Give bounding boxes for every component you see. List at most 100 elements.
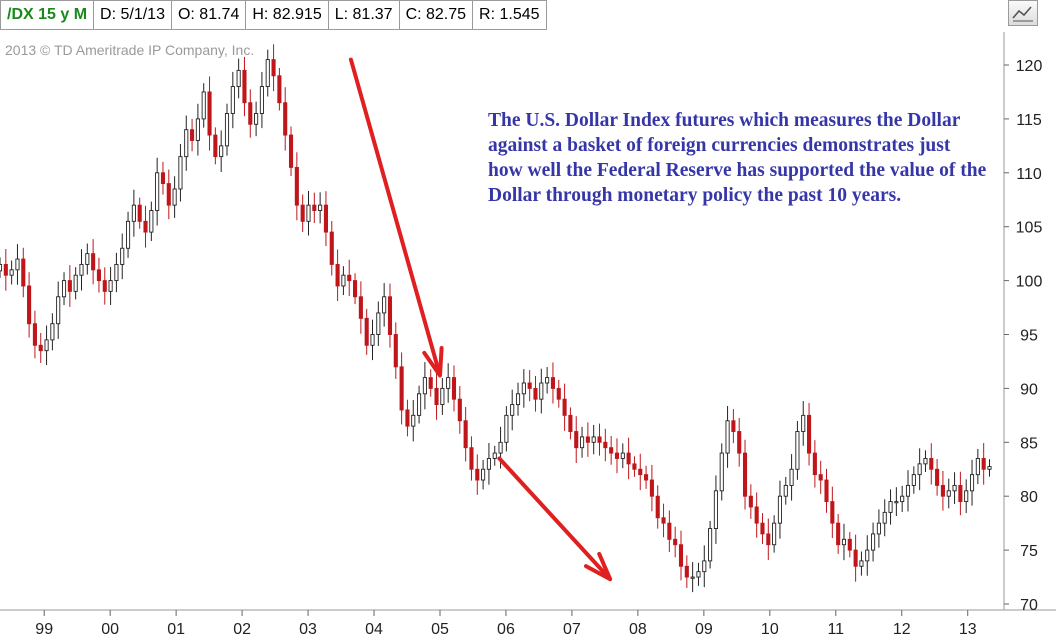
candle-body-up: [236, 69, 241, 88]
candle-body-down: [143, 220, 148, 233]
candle-body-up: [265, 59, 270, 88]
candle: [399, 352, 404, 425]
candle: [254, 101, 259, 137]
candle: [353, 273, 358, 305]
candle: [597, 423, 602, 456]
arrow-shaft: [348, 57, 441, 374]
candle-body-down: [96, 269, 101, 282]
candle: [894, 487, 899, 516]
candle-body-down: [190, 129, 195, 141]
candle-body-up: [510, 404, 515, 416]
candle: [568, 407, 573, 440]
candle: [719, 443, 724, 501]
candle: [859, 551, 864, 576]
candle: [777, 480, 782, 539]
candle-body-up: [306, 204, 311, 222]
candle-body-down: [812, 452, 817, 476]
candle: [102, 267, 107, 305]
x-tick-label: 04: [365, 621, 383, 638]
y-tick-label: 110: [1016, 166, 1042, 183]
candle-body-up: [0, 263, 3, 272]
candle-body-down: [807, 414, 812, 454]
candle: [306, 190, 311, 236]
trend-arrow: [348, 57, 444, 378]
candle: [812, 440, 817, 488]
candle: [32, 310, 37, 359]
arrow-head: [583, 551, 613, 582]
candle: [149, 201, 154, 242]
candle: [3, 248, 8, 291]
candle-body-down: [836, 522, 841, 546]
candle: [27, 272, 32, 338]
chart-line-icon: [1012, 6, 1033, 22]
candle-body-up: [15, 258, 20, 271]
candle-body-down: [387, 296, 393, 335]
candle: [271, 44, 276, 92]
candle-body-down: [847, 538, 852, 551]
candle-body-down: [614, 452, 620, 459]
candle-body-down: [469, 447, 474, 470]
candle: [748, 484, 753, 519]
x-tick-label: 00: [101, 621, 119, 638]
candle: [184, 115, 189, 171]
candle: [288, 126, 294, 177]
chart-tool-button[interactable]: [1008, 0, 1038, 26]
candle-body-up: [259, 86, 264, 114]
candle-body-down: [830, 501, 835, 524]
candle: [172, 176, 177, 218]
candle-body-down: [67, 280, 72, 292]
candle: [882, 499, 887, 537]
candle-body-down: [335, 263, 340, 287]
candle: [376, 301, 381, 346]
candle-body-up: [917, 463, 922, 476]
candle-body-down: [748, 495, 753, 508]
candle-body-down: [929, 458, 934, 470]
candle: [166, 169, 171, 220]
candle: [649, 464, 654, 512]
candle-body-down: [207, 91, 212, 136]
x-tick-label: 03: [299, 621, 317, 638]
candle-body-up: [50, 323, 55, 341]
candle: [318, 192, 323, 224]
candle-body-up: [545, 377, 550, 384]
candle: [44, 325, 49, 366]
candle-body-down: [626, 452, 631, 465]
y-tick-label: 115: [1016, 112, 1042, 129]
candle: [580, 426, 585, 458]
candle: [905, 470, 911, 512]
candle: [876, 509, 881, 548]
candle: [987, 459, 992, 477]
candle: [632, 456, 637, 477]
candle-body-up: [254, 113, 259, 125]
candle-body-up: [422, 377, 427, 395]
candle-body-down: [160, 172, 166, 185]
candle: [0, 257, 3, 279]
candle-body-up: [417, 393, 422, 416]
candle-body-down: [428, 377, 433, 389]
candle-body-down: [527, 382, 532, 389]
candle: [853, 534, 858, 582]
candle-body-up: [382, 296, 387, 314]
candle: [405, 399, 410, 437]
candle: [323, 191, 328, 247]
candle-body-up: [178, 156, 183, 190]
candle-body-up: [370, 334, 375, 346]
candle-body-down: [405, 409, 410, 427]
x-tick-label: 02: [233, 621, 251, 638]
candle: [841, 523, 847, 561]
candle-body-up: [201, 91, 206, 120]
y-tick-label: 75: [1020, 543, 1038, 560]
candle: [347, 259, 352, 297]
candle: [609, 436, 614, 465]
candle-body-down: [609, 447, 614, 454]
candle: [126, 211, 131, 258]
candle: [224, 103, 230, 156]
candle: [259, 71, 264, 129]
candle: [585, 422, 590, 457]
candle: [917, 448, 922, 491]
y-tick-label: 70: [1020, 597, 1038, 614]
trend-arrow: [497, 456, 613, 582]
candle: [120, 233, 125, 280]
symbol-label[interactable]: /DX 15 y M: [0, 0, 95, 30]
